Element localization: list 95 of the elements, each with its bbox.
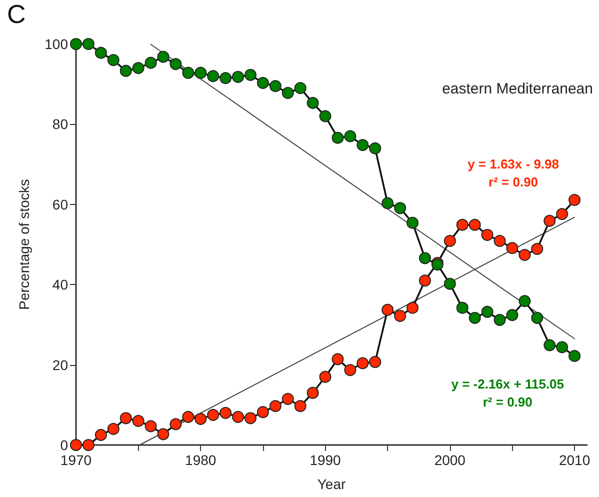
x-axis-title: Year: [317, 476, 346, 492]
point: [406, 216, 419, 229]
chart-title: C: [7, 0, 26, 29]
x-tick-label: 1970: [60, 452, 92, 468]
annotation: y = -2.16x + 115.05 r² = 0.90: [451, 376, 564, 410]
point: [194, 66, 207, 79]
point: [356, 357, 369, 370]
point: [294, 82, 306, 94]
y-tick-label: 0: [60, 437, 68, 453]
point: [356, 139, 369, 152]
point: [269, 80, 282, 92]
point: [481, 228, 494, 241]
point: [306, 96, 319, 109]
y-tick-label: 100: [44, 36, 68, 52]
point: [120, 64, 132, 77]
point: [406, 302, 419, 314]
point: [107, 54, 120, 66]
y-axis-title: Percentage of stocks: [16, 179, 32, 310]
point: [332, 132, 344, 144]
point: [306, 386, 319, 399]
point: [531, 242, 544, 255]
point: [544, 339, 556, 352]
point: [182, 410, 194, 423]
point: [456, 302, 468, 314]
point: [518, 295, 531, 308]
point: [468, 218, 481, 231]
point: [244, 68, 256, 81]
point: [132, 62, 144, 74]
point: [94, 428, 107, 441]
point: [282, 86, 294, 99]
point: [144, 56, 157, 69]
point: [194, 412, 207, 425]
point: [506, 242, 518, 254]
point: [207, 408, 220, 421]
point: [369, 142, 382, 154]
point: [344, 130, 356, 142]
point: [494, 234, 506, 247]
x-tick-label: 1980: [185, 452, 216, 468]
point: [157, 428, 170, 440]
point: [94, 46, 107, 59]
point: [332, 353, 344, 366]
point: [319, 370, 332, 383]
y-tick-label: 20: [52, 356, 68, 373]
point: [344, 364, 356, 376]
point: [556, 208, 568, 220]
point: [82, 439, 94, 451]
x-tick-label: 1990: [310, 452, 342, 468]
x-tick-label: 2000: [434, 452, 466, 468]
point: [382, 197, 394, 210]
point: [456, 218, 468, 231]
point: [269, 400, 282, 412]
point: [481, 306, 494, 318]
point: [468, 312, 481, 324]
point: [294, 400, 306, 412]
point: [256, 406, 269, 418]
point: [382, 304, 394, 316]
point: [556, 341, 568, 354]
point: [544, 214, 556, 227]
y-tick-label: 60: [52, 196, 68, 212]
point: [82, 38, 94, 50]
point: [107, 422, 120, 435]
point: [394, 310, 406, 322]
point: [244, 412, 256, 424]
y-tick-label: 80: [52, 116, 68, 132]
point: [506, 309, 518, 322]
point: [256, 76, 269, 89]
y-tick-label: 40: [52, 276, 68, 293]
point: [444, 234, 456, 247]
point: [568, 194, 581, 206]
point: [220, 406, 232, 419]
point: [170, 418, 182, 430]
point: [531, 312, 544, 324]
point: [369, 356, 382, 368]
point: [220, 72, 232, 84]
point: [444, 278, 456, 290]
point: [182, 66, 194, 79]
point: [207, 70, 220, 82]
point: [418, 274, 431, 287]
x-tick-label: 2010: [558, 452, 590, 468]
point: [157, 50, 170, 63]
point: [132, 414, 144, 427]
point: [232, 70, 244, 83]
point: [518, 248, 531, 261]
point: [319, 110, 332, 122]
point: [232, 410, 244, 423]
point: [120, 412, 132, 424]
point: [418, 252, 431, 264]
point: [170, 58, 182, 70]
point: [568, 350, 581, 362]
point: [494, 314, 506, 326]
point: [144, 420, 157, 432]
point: [282, 392, 294, 405]
annotation: eastern Mediterranean: [442, 80, 593, 98]
point: [394, 202, 406, 214]
annotation: y = 1.63x - 9.98 r² = 0.90: [468, 156, 560, 190]
